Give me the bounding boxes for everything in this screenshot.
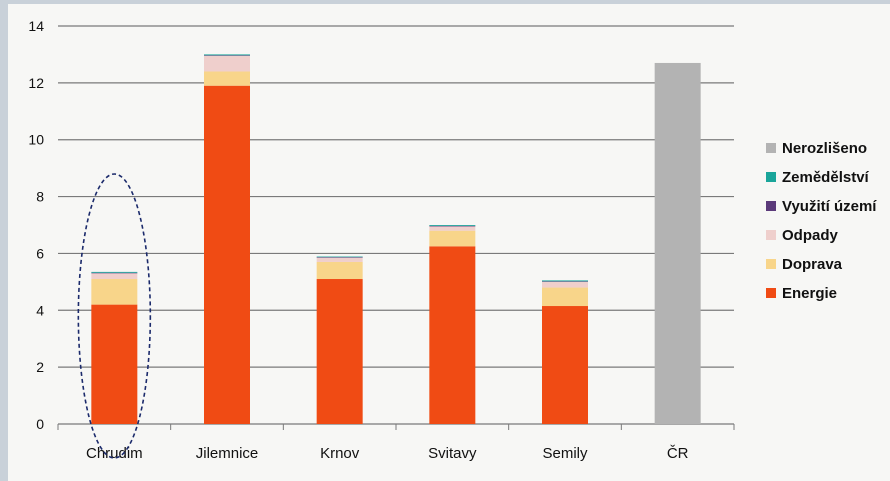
legend-swatch <box>766 230 776 240</box>
bars <box>91 54 701 424</box>
legend: Nerozlišeno Zemědělství Využití území Odpad… <box>766 140 877 302</box>
y-tick-label: 10 <box>28 132 44 148</box>
y-axis-ticks: 0 2 4 6 8 10 12 14 <box>28 18 44 432</box>
bar-segment-využití-území-0 <box>91 272 138 274</box>
legend-label: Odpady <box>782 227 838 244</box>
legend-label: Zemědělství <box>782 169 870 186</box>
bar-segment-odpady-2 <box>316 257 363 262</box>
bar-segment-doprava-0 <box>91 279 138 305</box>
bar-segment-zemědělství-4 <box>542 280 588 282</box>
bar-segment-zemědělství-3 <box>429 225 476 226</box>
legend-swatch <box>766 288 776 298</box>
legend-swatch <box>766 259 776 269</box>
bar-segment-nerozlišeno-5 <box>654 62 701 424</box>
bar-segment-energie-1 <box>204 85 250 424</box>
bar-segment-odpady-0 <box>91 273 138 280</box>
legend-label: Využití území <box>782 198 877 215</box>
x-category-label: Semily <box>542 445 588 462</box>
bar-segment-energie-3 <box>429 246 476 424</box>
stacked-bar-chart: 0 2 4 6 8 10 12 14 Chrudim Jilemnice Krnov Svitavy… <box>28 18 877 462</box>
bar-segment-zemědělství-2 <box>316 256 363 258</box>
chart-area: 0 2 4 6 8 10 12 14 Chrudim Jilemnice Krnov Svitavy… <box>8 4 890 481</box>
x-category-label: Svitavy <box>428 445 477 462</box>
y-tick-label: 14 <box>28 18 44 34</box>
y-tick-label: 2 <box>36 359 44 375</box>
y-tick-label: 4 <box>36 302 44 318</box>
legend-swatch <box>766 143 776 153</box>
y-tick-label: 6 <box>36 245 44 261</box>
bar-segment-využití-území-4 <box>542 281 588 282</box>
legend-label: Doprava <box>782 256 843 273</box>
legend-swatch <box>766 201 776 211</box>
x-category-label: ČR <box>667 445 689 462</box>
bar-segment-energie-2 <box>316 279 363 424</box>
bar-segment-doprava-1 <box>204 71 250 86</box>
y-tick-label: 8 <box>36 189 44 205</box>
legend-label: Energie <box>782 285 837 302</box>
legend-label: Nerozlišeno <box>782 140 867 157</box>
x-category-label: Chrudim <box>86 445 143 462</box>
x-category-label: Jilemnice <box>196 445 259 462</box>
legend-swatch <box>766 172 776 182</box>
bar-segment-doprava-3 <box>429 230 476 247</box>
bar-segment-energie-0 <box>91 304 138 424</box>
y-tick-label: 12 <box>28 75 44 91</box>
bar-segment-energie-4 <box>542 306 588 424</box>
bar-segment-využití-území-3 <box>429 225 476 227</box>
annotations <box>77 173 152 459</box>
bar-segment-využití-území-1 <box>204 55 250 56</box>
x-axis-labels: Chrudim Jilemnice Krnov Svitavy Semily ČR <box>86 445 689 462</box>
gridlines <box>57 25 735 430</box>
y-tick-label: 0 <box>36 416 44 432</box>
bar-segment-využití-území-2 <box>316 257 363 258</box>
highlight-ellipse <box>77 173 152 459</box>
bar-segment-doprava-4 <box>542 287 588 307</box>
bar-segment-doprava-2 <box>316 261 363 280</box>
bar-segment-odpady-1 <box>204 55 250 72</box>
bar-segment-zemědělství-0 <box>91 271 138 273</box>
bar-segment-odpady-3 <box>429 226 476 231</box>
bar-segment-zemědělství-1 <box>204 54 250 56</box>
x-category-label: Krnov <box>320 445 360 462</box>
bar-segment-odpady-4 <box>542 281 588 288</box>
